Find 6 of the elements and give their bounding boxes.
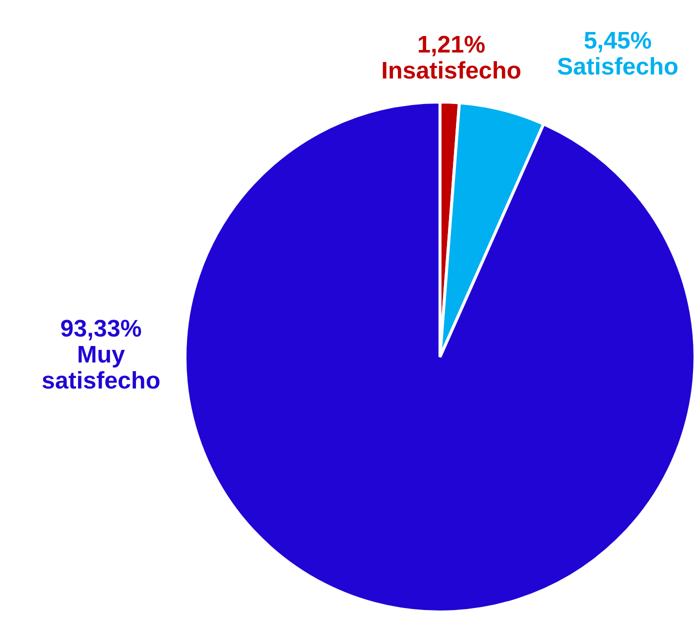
- slice-label: Insatisfecho: [381, 58, 522, 85]
- data-label: 5,45%: [584, 27, 652, 54]
- data-label: 93,33%: [60, 315, 142, 342]
- slice-label: Muy satisfecho: [42, 341, 160, 394]
- data-label: 1,21%: [417, 32, 486, 59]
- slice-label: Satisfecho: [557, 53, 678, 80]
